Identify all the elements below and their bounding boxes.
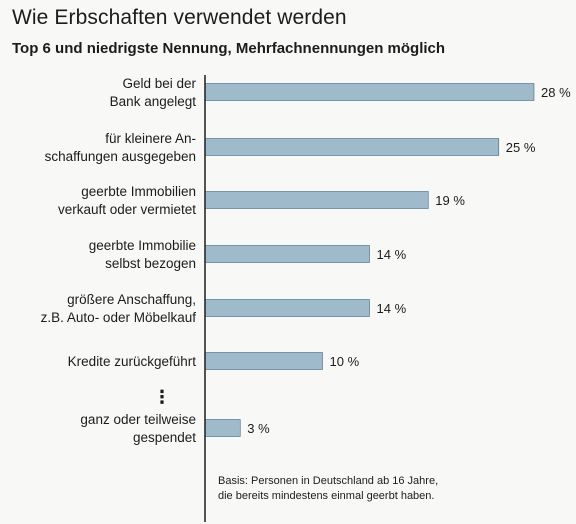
category-label: Kredite zurückgeführt [68, 354, 197, 369]
bar [204, 299, 370, 317]
category-label: geerbte Immobilie [89, 238, 196, 253]
category-label: verkauft oder vermietet [58, 202, 196, 217]
bar [204, 419, 241, 437]
chart-subtitle: Top 6 und niedrigste Nennung, Mehrfachne… [12, 40, 446, 57]
category-label: geerbte Immobilien [81, 184, 196, 199]
data-label: 28 % [541, 85, 571, 100]
data-label: 10 % [330, 354, 360, 369]
category-label: Geld bei der [122, 76, 196, 91]
category-label: ganz oder teilweise [80, 412, 196, 427]
category-label: schaffungen ausgegeben [45, 149, 196, 164]
bar [204, 83, 535, 101]
data-label: 14 % [377, 247, 407, 262]
category-label: selbst bezogen [105, 256, 196, 271]
data-label: 14 % [377, 301, 407, 316]
chart-title: Wie Erbschaften verwendet werden [12, 6, 347, 29]
category-label: Bank angelegt [110, 94, 197, 109]
bar [204, 245, 370, 263]
data-label: 3 % [247, 421, 270, 436]
category-label: gespendet [133, 430, 196, 445]
bar [204, 138, 500, 156]
bar [204, 352, 323, 370]
data-label: 25 % [506, 140, 536, 155]
category-label: für kleinere An- [105, 131, 196, 146]
chart-footnote: Basis: Personen in Deutschland ab 16 Jah… [218, 475, 439, 502]
data-label: 19 % [435, 193, 465, 208]
omission-ellipsis: ⋮ [153, 387, 171, 407]
category-label: z.B. Auto- oder Möbelkauf [41, 310, 197, 325]
bar [204, 191, 429, 209]
category-label: größere Anschaffung, [67, 292, 196, 307]
